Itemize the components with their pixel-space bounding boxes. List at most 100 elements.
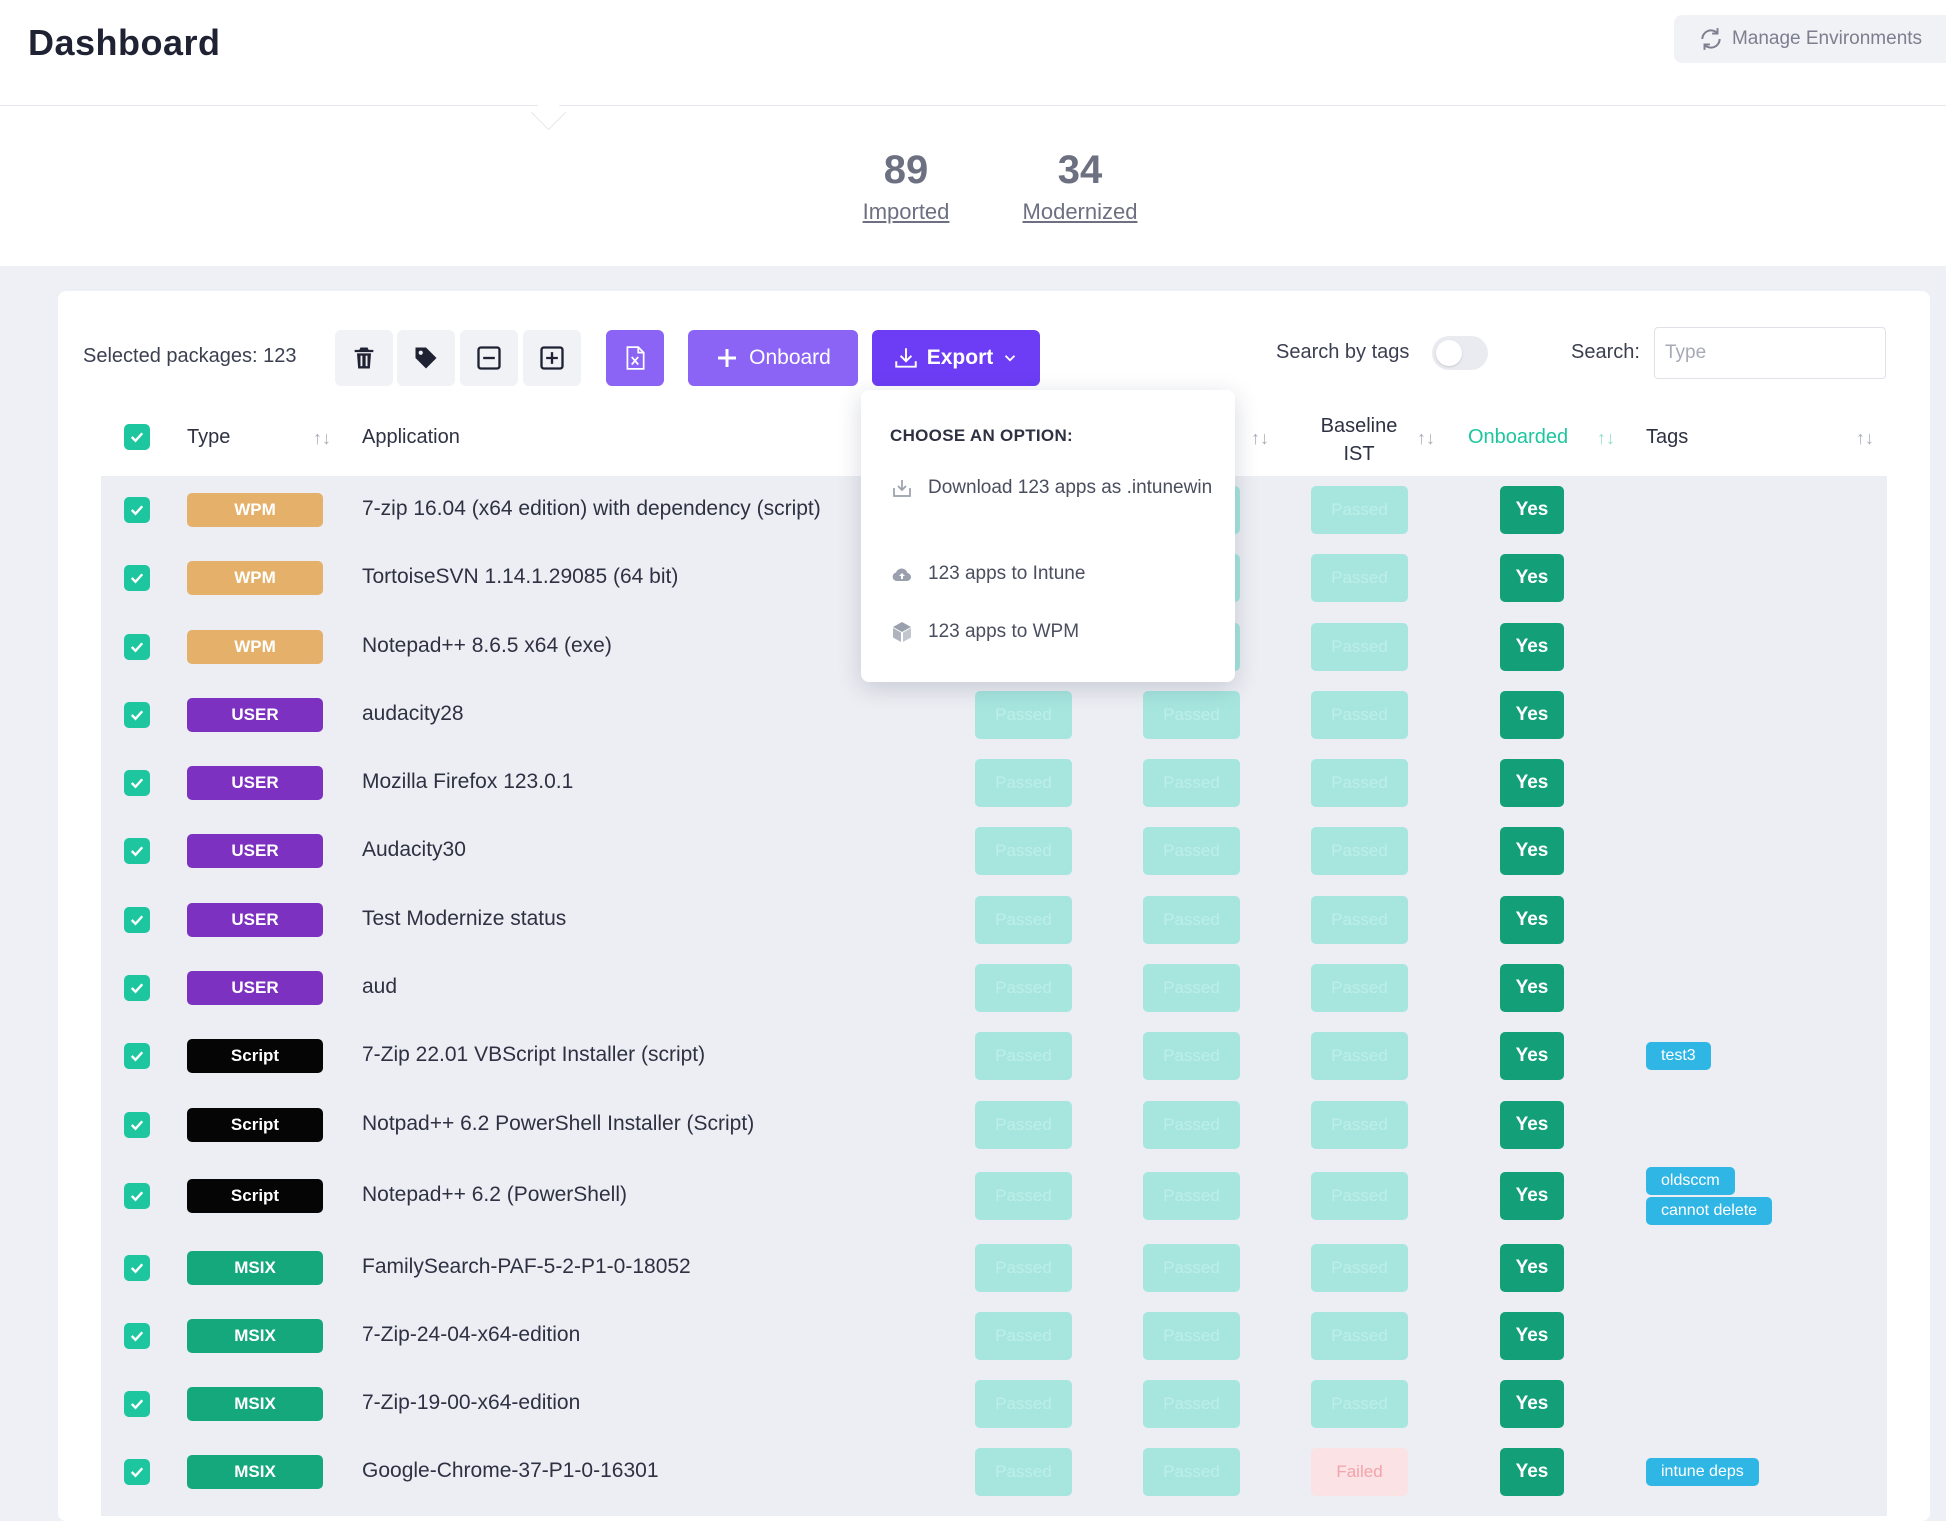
export-label: Export <box>926 346 994 369</box>
tag-chip[interactable]: test3 <box>1646 1042 1711 1070</box>
tag-chip[interactable]: oldsccm <box>1646 1167 1735 1195</box>
search-input[interactable] <box>1654 327 1886 379</box>
column-onboarded[interactable]: Onboarded <box>1468 426 1569 448</box>
check-icon <box>130 1191 144 1202</box>
row-checkbox[interactable] <box>124 702 150 728</box>
column-baseline-ist-line2: IST <box>1343 443 1375 465</box>
application-name: Notepad++ 8.6.5 x64 (exe) <box>362 633 612 657</box>
application-name: Notpad++ 6.2 PowerShell Installer (Scrip… <box>362 1111 755 1135</box>
check-icon <box>130 1331 144 1342</box>
tag-chip[interactable]: cannot delete <box>1646 1197 1773 1225</box>
column-tags[interactable]: Tags <box>1646 426 1689 448</box>
check-icon <box>130 1467 144 1478</box>
row-checkbox[interactable] <box>124 1254 150 1281</box>
stat-imported-link[interactable]: Imported <box>862 199 950 224</box>
column-baseline-ist[interactable]: Baseline IST <box>1309 412 1409 468</box>
row-checkbox[interactable] <box>124 975 150 1001</box>
excel-file-icon <box>626 346 645 370</box>
stats-panel <box>0 106 1946 266</box>
application-name: 7-zip 16.04 (x64 edition) with dependenc… <box>362 497 821 520</box>
onboarded-badge: Yes <box>1500 1380 1564 1428</box>
column-type[interactable]: Type <box>187 426 231 448</box>
toggle-knob <box>1436 340 1462 366</box>
export-excel-button[interactable] <box>606 330 664 386</box>
status-badge: Failed <box>1311 1448 1408 1496</box>
status-badge: Passed <box>1311 1172 1408 1220</box>
status-badge: Passed <box>1143 827 1240 875</box>
type-badge: Script <box>187 1179 323 1213</box>
status-badge: Passed <box>1311 759 1408 807</box>
onboarded-badge: Yes <box>1500 1100 1564 1149</box>
export-option-intune[interactable]: 123 apps to Intune <box>890 560 1220 588</box>
search-by-tags-label: Search by tags <box>1276 341 1410 363</box>
collapse-all-button[interactable] <box>460 330 518 386</box>
status-badge: Passed <box>1143 895 1240 944</box>
select-all-checkbox[interactable] <box>124 424 150 450</box>
onboarded-badge: Yes <box>1500 827 1564 875</box>
application-name: audacity28 <box>362 702 464 725</box>
table-row: USER Test Modernize status Passed Passed Pas… <box>101 885 1887 954</box>
row-checkbox[interactable] <box>124 497 150 523</box>
search-by-tags-toggle[interactable] <box>1432 336 1488 370</box>
tag-button[interactable] <box>397 330 455 386</box>
column-application[interactable]: Application <box>362 426 460 448</box>
table-body: WPM 7-zip 16.04 (x64 edition) with depend… <box>101 476 1887 1516</box>
application-name: 7-Zip-19-00-x64-edition <box>362 1391 581 1414</box>
sort-icon[interactable]: ↑↓ <box>1856 428 1874 448</box>
row-checkbox[interactable] <box>124 1459 150 1485</box>
row-checkbox[interactable] <box>124 838 150 864</box>
row-checkbox[interactable] <box>124 770 150 796</box>
sort-icon[interactable]: ↑↓ <box>313 428 331 448</box>
row-checkbox[interactable] <box>124 1323 150 1349</box>
table-row: MSIX 7-Zip-19-00-x64-edition Passed Passed P… <box>101 1370 1887 1438</box>
tag-chip[interactable]: intune deps <box>1646 1458 1759 1486</box>
table-row: Script Notpad++ 6.2 PowerShell Installer … <box>101 1090 1887 1159</box>
row-checkbox[interactable] <box>124 1111 150 1138</box>
sort-icon[interactable]: ↑↓ <box>1251 428 1269 448</box>
onboarded-badge: Yes <box>1500 1448 1564 1496</box>
application-name: aud <box>362 975 398 998</box>
table-row: USER Mozilla Firefox 123.0.1 Passed Passed P… <box>101 749 1887 817</box>
row-checkbox[interactable] <box>124 565 150 591</box>
tag-icon <box>415 347 437 369</box>
export-button[interactable]: Export <box>872 330 1040 386</box>
status-badge: Passed <box>975 895 1072 944</box>
export-option-download[interactable]: Download 123 apps as .intunewin <box>890 474 1220 502</box>
row-checkbox[interactable] <box>124 633 150 660</box>
check-icon <box>130 1399 144 1410</box>
row-checkbox[interactable] <box>124 1391 150 1417</box>
column-baseline-ist-line1: Baseline <box>1320 415 1398 437</box>
status-badge: Passed <box>1311 1380 1408 1428</box>
status-badge: Passed <box>975 759 1072 807</box>
onboarded-badge: Yes <box>1500 1172 1564 1220</box>
chevron-down-icon <box>1005 355 1016 362</box>
onboarded-badge: Yes <box>1500 486 1564 534</box>
status-badge: Passed <box>1311 964 1408 1012</box>
row-checkbox[interactable] <box>124 1183 150 1209</box>
row-checkbox[interactable] <box>124 906 150 933</box>
sort-icon[interactable]: ↑↓ <box>1417 428 1435 448</box>
status-badge: Passed <box>975 827 1072 875</box>
status-badge: Passed <box>1143 1312 1240 1360</box>
status-badge: Passed <box>975 1312 1072 1360</box>
check-icon <box>130 914 144 925</box>
application-name: Audacity30 <box>362 838 466 861</box>
table-row: Script Notepad++ 6.2 (PowerShell) Passed Pa… <box>101 1159 1887 1233</box>
onboarded-badge: Yes <box>1500 622 1564 671</box>
package-icon <box>893 622 911 642</box>
onboarded-badge: Yes <box>1500 691 1564 739</box>
manage-environments-button[interactable]: Manage Environments <box>1674 15 1946 63</box>
sort-icon[interactable]: ↑↓ <box>1597 428 1615 448</box>
type-badge: WPM <box>187 493 323 527</box>
onboarded-badge: Yes <box>1500 759 1564 807</box>
delete-button[interactable] <box>335 330 393 386</box>
row-checkbox[interactable] <box>124 1043 150 1069</box>
table-row: USER Audacity30 Passed Passed Passed Yes <box>101 817 1887 885</box>
stat-modernized-link[interactable]: Modernized <box>1022 199 1138 224</box>
export-option-wpm[interactable]: 123 apps to WPM <box>890 618 1220 646</box>
application-name: Google-Chrome-37-P1-0-16301 <box>362 1459 659 1482</box>
status-badge: Passed <box>975 1448 1072 1496</box>
onboard-button[interactable]: Onboard <box>688 330 858 386</box>
top-bar: Dashboard Manage Environments <box>0 0 1946 106</box>
expand-all-button[interactable] <box>523 330 581 386</box>
